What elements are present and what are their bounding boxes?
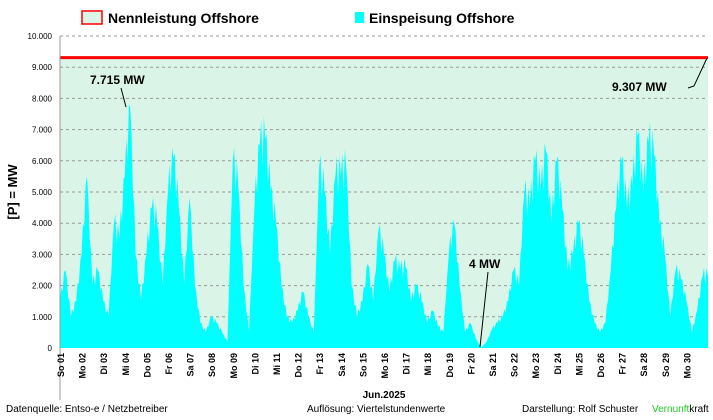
y-tick-label: 10.000 xyxy=(28,32,53,41)
x-tick-label: So 08 xyxy=(207,353,217,377)
y-tick-label: 6.000 xyxy=(32,157,53,166)
y-tick-label: 8.000 xyxy=(32,94,53,103)
y-tick-label: 9.000 xyxy=(32,63,53,72)
legend-einspeisung-swatch xyxy=(355,12,364,23)
brand-green: Vernunft xyxy=(652,404,690,415)
footer-source: Datenquelle: Entso-e / Netzbetreiber xyxy=(6,404,168,415)
x-tick-label: Fr 13 xyxy=(315,353,325,375)
x-tick-label: Sa 07 xyxy=(186,353,196,377)
legend-nennleistung-swatch xyxy=(81,10,103,25)
x-tick-label: Di 17 xyxy=(402,353,412,375)
x-tick-label: Sa 21 xyxy=(488,353,498,377)
y-tick-label: 2.000 xyxy=(32,282,53,291)
x-tick-label: Do 05 xyxy=(142,353,152,378)
brand-black: kraft xyxy=(689,404,709,415)
footer-author: Darstellung: Rolf Schuster xyxy=(522,404,639,415)
legend-einspeisung-label: Einspeisung Offshore xyxy=(369,10,515,26)
x-tick-label: Mi 04 xyxy=(121,353,131,376)
footer-resolution: Auflösung: Viertelstundenwerte xyxy=(307,404,446,415)
x-tick-label: Fr 20 xyxy=(466,353,476,375)
x-tick-label: Di 24 xyxy=(553,353,563,375)
x-tick-label: Di 10 xyxy=(250,353,260,375)
x-tick-label: So 15 xyxy=(358,353,368,377)
x-tick-label: So 22 xyxy=(510,353,520,377)
y-axis-label: [P] = MW xyxy=(5,164,20,220)
annotation-min-leader xyxy=(479,271,489,348)
x-tick-label: Do 26 xyxy=(596,353,606,378)
x-tick-label: Mo 23 xyxy=(531,353,541,379)
x-tick-label: So 01 xyxy=(56,353,66,377)
annotation-capacity: 9.307 MW xyxy=(612,80,667,94)
footer-brand: Vernunftkraft xyxy=(652,404,709,415)
x-tick-label: Fr 27 xyxy=(618,353,628,375)
y-tick-label: 5.000 xyxy=(32,188,53,197)
y-tick-label: 7.000 xyxy=(32,126,53,135)
x-tick-label: Mi 18 xyxy=(423,353,433,376)
x-tick-label: Do 19 xyxy=(445,353,455,378)
x-tick-label: Fr 06 xyxy=(164,353,174,375)
annotation-min: 4 MW xyxy=(469,257,501,271)
x-tick-label: Mi 25 xyxy=(574,353,584,376)
annotation-max-leader xyxy=(120,87,127,108)
y-tick-label: 1.000 xyxy=(32,313,53,322)
einspeisung-area xyxy=(60,104,708,348)
x-tick-label: Di 03 xyxy=(99,353,109,375)
legend-nennleistung-label: Nennleistung Offshore xyxy=(108,10,259,26)
x-tick-label: Mo 09 xyxy=(229,353,239,379)
x-tick-label: Sa 28 xyxy=(639,353,649,377)
x-tick-label: Mo 16 xyxy=(380,353,390,379)
x-tick-label: Mi 11 xyxy=(272,353,282,375)
annotation-max: 7.715 MW xyxy=(90,73,145,87)
x-tick-label: Sa 14 xyxy=(337,353,347,377)
x-tick-label: So 29 xyxy=(661,353,671,377)
x-tick-label: Do 12 xyxy=(294,353,304,378)
annotation-capacity-leader xyxy=(687,57,708,89)
x-axis-label: Jun.2025 xyxy=(363,390,406,401)
y-tick-label: 3.000 xyxy=(32,250,53,259)
y-tick-label: 0 xyxy=(48,344,53,353)
y-tick-label: 4.000 xyxy=(32,219,53,228)
x-tick-label: Mo 02 xyxy=(78,353,88,379)
x-tick-label: Mo 30 xyxy=(682,353,692,379)
